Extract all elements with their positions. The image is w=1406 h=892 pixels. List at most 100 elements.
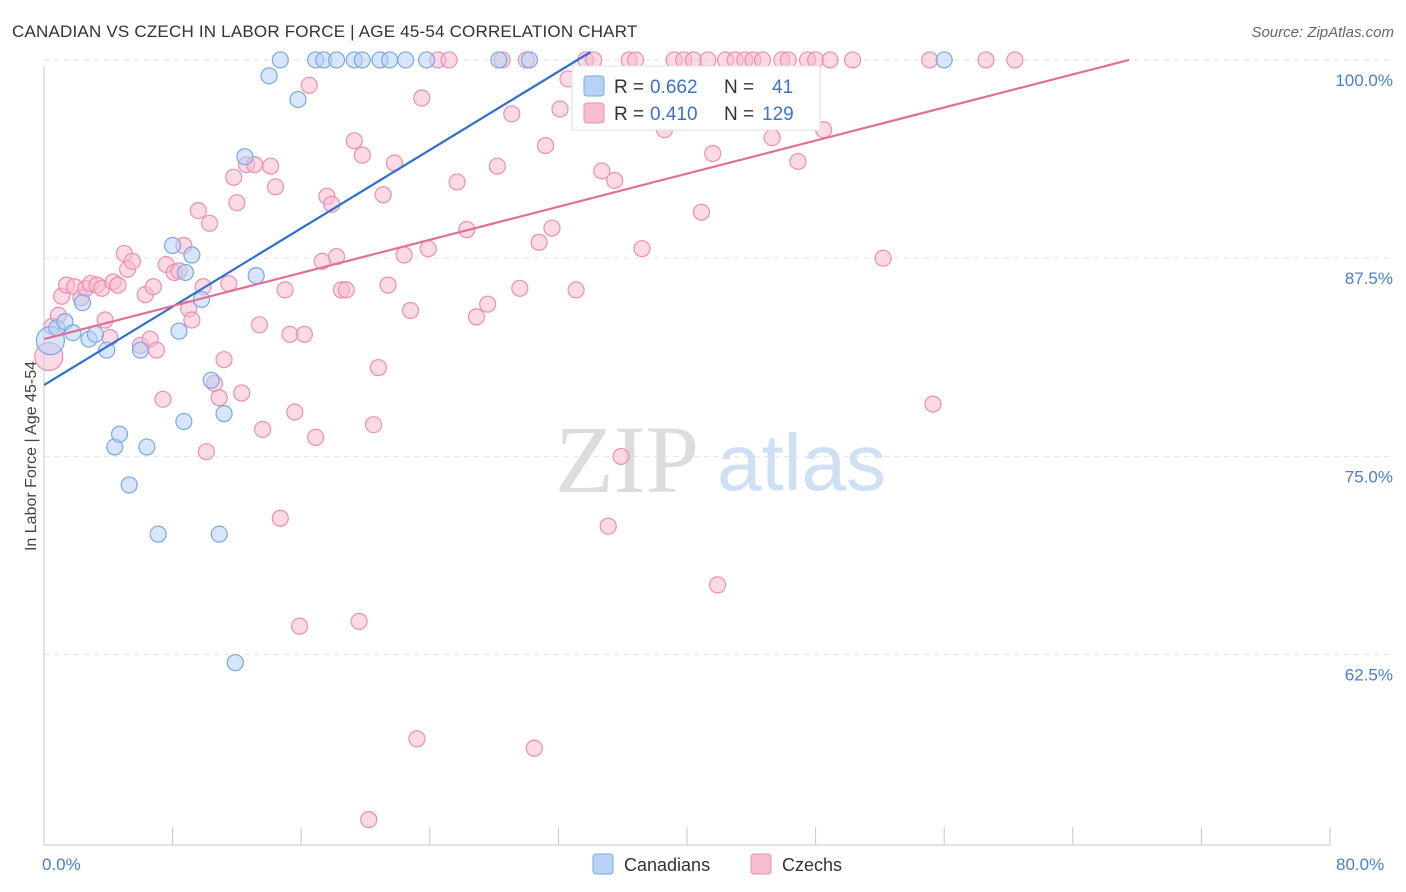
point-czechs bbox=[350, 612, 368, 630]
point-czechs bbox=[874, 249, 892, 267]
point-canadians bbox=[397, 51, 415, 69]
point-canadians bbox=[131, 341, 150, 359]
point-czechs bbox=[536, 136, 555, 155]
point-czechs bbox=[353, 146, 371, 164]
point-canadians bbox=[120, 476, 138, 494]
point-czechs bbox=[109, 276, 127, 294]
point-czechs bbox=[262, 157, 280, 175]
point-czechs bbox=[374, 186, 392, 204]
y-tick-label: 62.5% bbox=[1345, 666, 1393, 685]
point-czechs bbox=[271, 509, 289, 527]
point-czechs bbox=[233, 384, 251, 402]
point-czechs bbox=[599, 517, 617, 535]
point-czechs bbox=[612, 447, 630, 466]
point-czechs bbox=[286, 403, 304, 421]
point-canadians bbox=[138, 438, 156, 456]
point-canadians bbox=[327, 51, 346, 69]
point-czechs bbox=[337, 281, 355, 299]
point-czechs bbox=[1006, 51, 1024, 69]
point-czechs bbox=[300, 76, 318, 94]
point-czechs bbox=[197, 443, 215, 461]
point-canadians bbox=[86, 325, 105, 343]
point-czechs bbox=[789, 152, 807, 171]
point-canadians bbox=[164, 236, 182, 255]
legend: R = 0.662 N = 41 R = 0.410 N = 129 bbox=[571, 65, 821, 131]
point-canadians bbox=[183, 246, 201, 264]
point-czechs bbox=[551, 100, 569, 118]
point-czechs bbox=[281, 325, 299, 343]
point-czechs bbox=[295, 325, 314, 343]
point-canadians bbox=[247, 267, 265, 285]
point-czechs bbox=[503, 105, 521, 123]
point-czechs bbox=[360, 811, 378, 829]
legend-r-value-czechs: 0.410 bbox=[650, 104, 698, 125]
point-canadians bbox=[98, 341, 116, 359]
point-czechs bbox=[379, 276, 397, 294]
point-czechs bbox=[843, 51, 862, 69]
point-czechs bbox=[419, 240, 437, 258]
legend-n-value-czechs: 129 bbox=[762, 104, 794, 125]
point-czechs bbox=[479, 295, 497, 313]
point-czechs bbox=[633, 240, 651, 258]
point-canadians bbox=[935, 51, 953, 69]
point-czechs bbox=[266, 178, 285, 196]
legend-n-label-canadians: N = bbox=[724, 77, 754, 98]
point-czechs bbox=[254, 420, 272, 439]
point-canadians bbox=[353, 51, 371, 69]
legend-r-label-canadians: R = bbox=[614, 77, 644, 98]
point-czechs bbox=[606, 171, 624, 190]
point-czechs bbox=[369, 359, 387, 377]
point-czechs bbox=[593, 162, 611, 180]
series-canadians-points bbox=[35, 51, 953, 672]
watermark-atlas: atlas bbox=[717, 418, 886, 507]
point-canadians bbox=[110, 425, 129, 443]
point-canadians bbox=[226, 654, 244, 672]
point-canadians bbox=[490, 51, 508, 69]
legend-n-value-canadians: 41 bbox=[772, 77, 793, 98]
point-czechs bbox=[147, 341, 166, 359]
point-czechs bbox=[921, 51, 939, 69]
point-czechs bbox=[408, 730, 426, 748]
legend-n-label-czechs: N = bbox=[724, 104, 754, 125]
point-czechs bbox=[395, 246, 413, 264]
point-czechs bbox=[977, 51, 995, 69]
bottom-legend-label-canadians: Canadians bbox=[624, 855, 710, 875]
point-czechs bbox=[567, 281, 585, 299]
y-tick-label: 75.0% bbox=[1345, 467, 1393, 486]
point-canadians bbox=[215, 405, 233, 423]
bottom-legend: Canadians Czechs bbox=[592, 853, 842, 875]
trend-lines bbox=[43, 51, 1130, 386]
point-czechs bbox=[543, 219, 561, 237]
trend-line-canadians bbox=[43, 51, 592, 386]
point-czechs bbox=[488, 157, 506, 175]
legend-swatch-czechs bbox=[583, 102, 605, 124]
chart-title: CANADIAN VS CZECH IN LABOR FORCE | AGE 4… bbox=[12, 22, 638, 41]
point-canadians bbox=[73, 293, 92, 312]
point-czechs bbox=[276, 281, 294, 299]
watermark: ZIP atlas bbox=[555, 406, 886, 513]
x-tick-labels: 0.0% 80.0% bbox=[42, 855, 1384, 874]
point-czechs bbox=[210, 389, 228, 407]
legend-swatch-canadians bbox=[583, 75, 605, 97]
point-canadians bbox=[271, 51, 289, 69]
point-czechs bbox=[250, 316, 269, 334]
point-czechs bbox=[290, 617, 309, 635]
y-tick-label: 87.5% bbox=[1345, 269, 1393, 288]
point-canadians bbox=[260, 67, 278, 85]
point-czechs bbox=[821, 51, 839, 69]
axes bbox=[43, 66, 1331, 846]
point-czechs bbox=[467, 308, 486, 326]
y-axis-label: In Labor Force | Age 45-54 bbox=[23, 361, 40, 551]
point-canadians bbox=[417, 51, 436, 69]
point-czechs bbox=[364, 416, 383, 434]
point-czechs bbox=[401, 301, 420, 320]
point-czechs bbox=[511, 279, 529, 297]
point-canadians bbox=[202, 371, 220, 389]
point-canadians bbox=[176, 263, 195, 282]
point-czechs bbox=[215, 351, 233, 369]
point-canadians bbox=[210, 525, 228, 543]
point-canadians bbox=[381, 51, 399, 69]
point-czechs bbox=[530, 233, 548, 251]
y-tick-label: 100.0% bbox=[1335, 71, 1393, 90]
x-tick-label-min: 0.0% bbox=[42, 855, 81, 874]
